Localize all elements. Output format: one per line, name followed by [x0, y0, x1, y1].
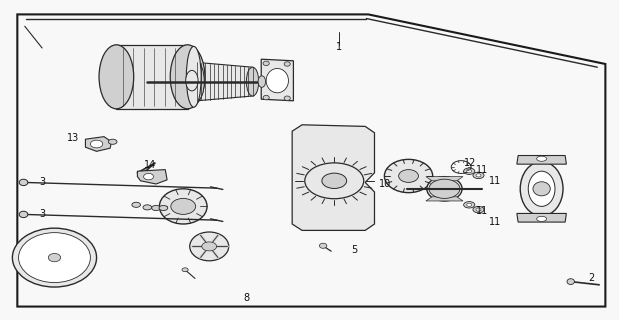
- Ellipse shape: [322, 173, 347, 188]
- Ellipse shape: [305, 163, 364, 199]
- Ellipse shape: [464, 168, 475, 174]
- Text: 11: 11: [475, 206, 488, 216]
- Ellipse shape: [520, 162, 563, 216]
- Polygon shape: [197, 62, 253, 101]
- Ellipse shape: [152, 205, 160, 211]
- Ellipse shape: [464, 202, 475, 208]
- Ellipse shape: [170, 45, 205, 109]
- Ellipse shape: [99, 45, 134, 109]
- Text: 13: 13: [67, 132, 79, 143]
- Ellipse shape: [537, 156, 547, 161]
- Ellipse shape: [19, 179, 28, 186]
- Ellipse shape: [108, 139, 117, 144]
- Text: 8: 8: [243, 293, 249, 303]
- Ellipse shape: [12, 228, 97, 287]
- Polygon shape: [426, 197, 463, 201]
- Ellipse shape: [189, 232, 229, 261]
- Ellipse shape: [263, 61, 269, 66]
- Ellipse shape: [528, 171, 555, 206]
- Ellipse shape: [189, 62, 204, 101]
- Polygon shape: [116, 45, 188, 109]
- Ellipse shape: [186, 46, 201, 107]
- Ellipse shape: [171, 198, 196, 214]
- Polygon shape: [517, 213, 566, 222]
- Ellipse shape: [186, 70, 198, 91]
- Ellipse shape: [384, 159, 433, 193]
- Ellipse shape: [399, 170, 418, 182]
- Ellipse shape: [537, 216, 547, 221]
- Text: 5: 5: [351, 245, 357, 255]
- Ellipse shape: [429, 179, 460, 198]
- Ellipse shape: [182, 268, 188, 272]
- Text: 2: 2: [589, 273, 595, 284]
- Polygon shape: [292, 125, 374, 230]
- Ellipse shape: [132, 202, 141, 207]
- Polygon shape: [517, 156, 566, 164]
- Ellipse shape: [160, 189, 207, 224]
- Ellipse shape: [567, 279, 574, 284]
- Ellipse shape: [159, 205, 168, 211]
- Text: 11: 11: [475, 164, 488, 175]
- Ellipse shape: [144, 173, 154, 180]
- Text: 3: 3: [39, 177, 45, 187]
- Ellipse shape: [476, 208, 481, 211]
- Ellipse shape: [284, 62, 290, 66]
- Ellipse shape: [476, 174, 481, 177]
- Polygon shape: [426, 177, 463, 181]
- Ellipse shape: [48, 253, 61, 262]
- Ellipse shape: [284, 96, 290, 100]
- Text: 14: 14: [144, 160, 156, 170]
- Text: 12: 12: [464, 158, 477, 168]
- Ellipse shape: [467, 203, 472, 206]
- Ellipse shape: [319, 243, 327, 248]
- Polygon shape: [17, 14, 605, 307]
- Ellipse shape: [533, 182, 550, 196]
- Ellipse shape: [19, 233, 90, 283]
- Polygon shape: [261, 59, 293, 101]
- Ellipse shape: [246, 67, 259, 96]
- Ellipse shape: [258, 76, 266, 87]
- Text: 10: 10: [379, 179, 391, 189]
- Text: 1: 1: [336, 42, 342, 52]
- Ellipse shape: [473, 206, 484, 213]
- Ellipse shape: [473, 172, 484, 179]
- Ellipse shape: [266, 68, 288, 93]
- Ellipse shape: [19, 211, 28, 218]
- Ellipse shape: [427, 177, 462, 201]
- Polygon shape: [137, 170, 167, 184]
- Polygon shape: [85, 137, 111, 151]
- Ellipse shape: [90, 140, 103, 148]
- Ellipse shape: [263, 95, 269, 100]
- Ellipse shape: [143, 205, 152, 210]
- Text: 11: 11: [489, 217, 501, 228]
- Ellipse shape: [467, 170, 472, 173]
- Text: 3: 3: [39, 209, 45, 220]
- Ellipse shape: [202, 242, 217, 251]
- Text: 11: 11: [489, 176, 501, 186]
